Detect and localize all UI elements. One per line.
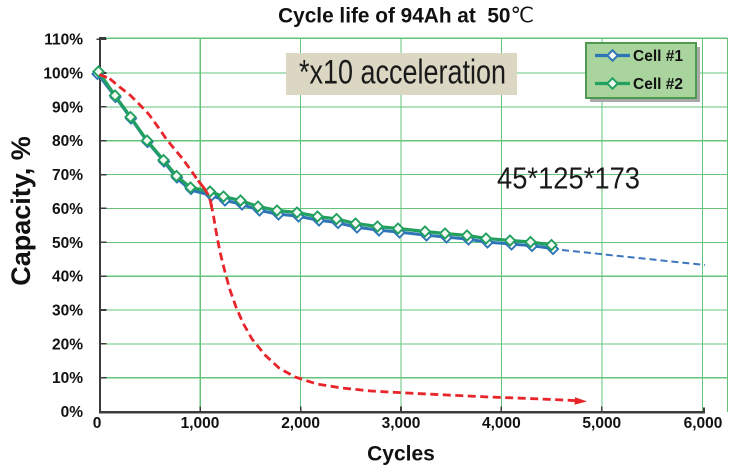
- svg-text:40%: 40%: [52, 269, 83, 286]
- svg-text:Cell #2: Cell #2: [633, 76, 683, 93]
- svg-text:1,000: 1,000: [181, 415, 220, 432]
- svg-text:70%: 70%: [52, 167, 83, 184]
- svg-text:Cycle life of 94Ah at 50℃: Cycle life of 94Ah at 50℃: [278, 5, 534, 28]
- svg-text:90%: 90%: [52, 99, 83, 116]
- svg-text:3,000: 3,000: [382, 415, 421, 432]
- svg-text:50%: 50%: [52, 235, 83, 252]
- svg-text:110%: 110%: [44, 32, 83, 49]
- svg-text:30%: 30%: [52, 303, 83, 320]
- svg-text:10%: 10%: [52, 370, 83, 387]
- svg-text:5,000: 5,000: [582, 415, 621, 432]
- svg-text:100%: 100%: [43, 66, 83, 83]
- svg-text:60%: 60%: [52, 201, 83, 218]
- svg-text:45*125*173: 45*125*173: [497, 161, 640, 196]
- svg-text:6,000: 6,000: [684, 415, 723, 432]
- svg-text:2,000: 2,000: [281, 415, 320, 432]
- svg-text:Cycles: Cycles: [367, 443, 435, 466]
- svg-text:20%: 20%: [52, 336, 83, 353]
- svg-text:*x10 acceleration: *x10 acceleration: [299, 54, 506, 92]
- svg-text:Capacity, %: Capacity, %: [6, 136, 36, 286]
- svg-text:Cell #1: Cell #1: [633, 48, 683, 65]
- svg-text:0%: 0%: [61, 404, 84, 421]
- svg-text:0: 0: [93, 415, 102, 432]
- svg-text:80%: 80%: [52, 133, 83, 150]
- svg-text:4,000: 4,000: [482, 415, 521, 432]
